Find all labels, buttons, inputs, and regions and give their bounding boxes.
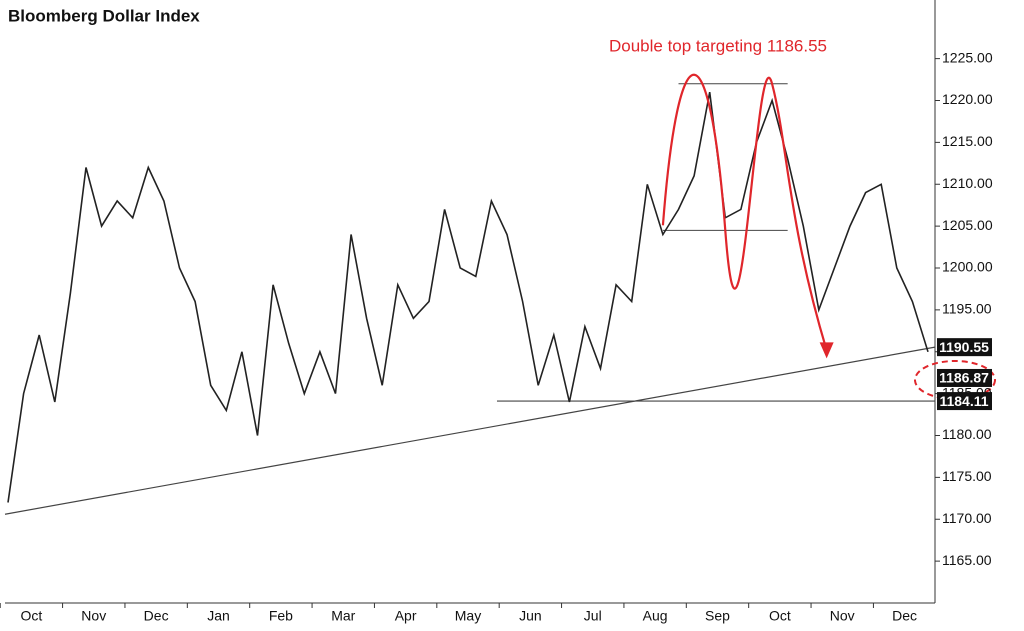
price-label: 1186.87: [939, 370, 989, 386]
x-tick-label: Nov: [830, 608, 855, 624]
y-tick-label: 1210.00: [942, 175, 993, 191]
x-tick-label: Dec: [144, 608, 169, 624]
y-tick-label: 1200.00: [942, 259, 993, 275]
y-tick-label: 1175.00: [942, 468, 992, 484]
x-tick-label: May: [455, 608, 481, 624]
arrow-head: [819, 342, 834, 359]
price-label-box: [937, 368, 992, 387]
x-tick-label: Dec: [892, 608, 917, 624]
y-tick-label: 1205.00: [942, 217, 993, 233]
x-tick-label: Jul: [584, 608, 602, 624]
x-tick-label: Jun: [519, 608, 542, 624]
x-tick-label: Feb: [269, 608, 293, 624]
price-label-box: [937, 338, 992, 357]
x-tick-label: Oct: [769, 608, 791, 624]
price-label: 1190.55: [939, 339, 989, 355]
double-top-curve: [661, 73, 828, 351]
x-tick-label: Aug: [643, 608, 668, 624]
x-tick-label: Oct: [20, 608, 42, 624]
y-tick-label: 1225.00: [942, 49, 993, 65]
x-tick-label: Jan: [207, 608, 230, 624]
trendline: [4, 346, 936, 515]
price-label: 1184.11: [939, 393, 988, 409]
x-tick-label: Apr: [395, 608, 417, 624]
y-tick-label: 1180.00: [942, 426, 992, 442]
price-line: [7, 91, 929, 503]
y-tick-label: 1165.00: [942, 552, 992, 568]
x-tick-label: Nov: [81, 608, 106, 624]
chart-title: Bloomberg Dollar Index: [8, 6, 200, 25]
y-tick-label: 1220.00: [942, 91, 993, 107]
y-tick-label: 1170.00: [942, 510, 992, 526]
annotation: Double top targeting 1186.55: [609, 36, 827, 55]
y-tick-label: 1195.00: [942, 301, 992, 317]
highlight-ellipse: [914, 360, 996, 400]
x-tick-label: Sep: [705, 608, 730, 624]
price-label-box: [937, 392, 992, 411]
y-tick-label: 1215.00: [942, 133, 993, 149]
x-tick-label: Mar: [331, 608, 355, 624]
